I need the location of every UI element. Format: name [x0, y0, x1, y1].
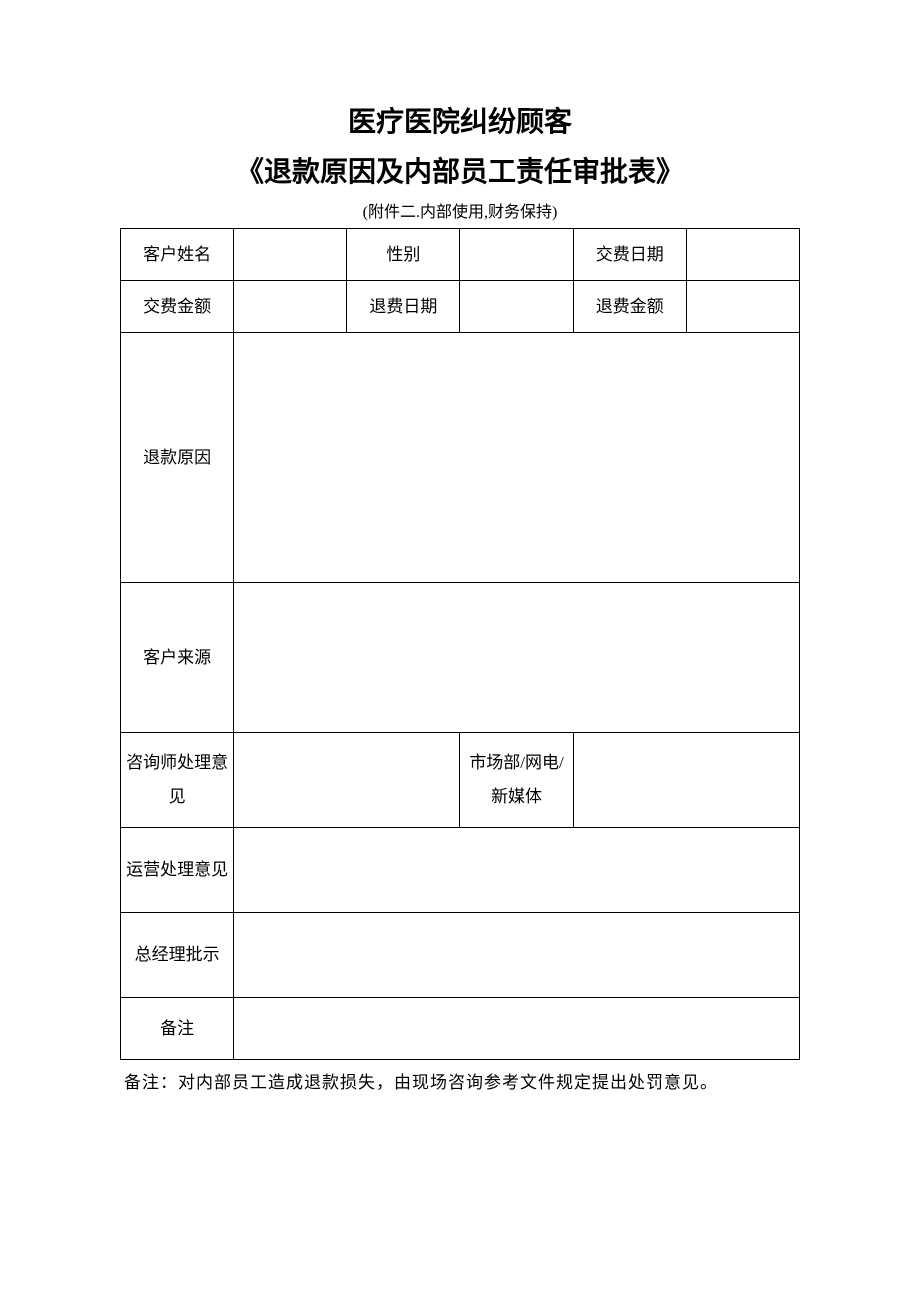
customer-source-value — [234, 583, 800, 733]
gm-approval-label: 总经理批示 — [121, 913, 234, 998]
table-row: 咨询师处理意见 市场部/网电/新媒体 — [121, 733, 800, 828]
customer-source-label: 客户来源 — [121, 583, 234, 733]
table-row: 退款原因 — [121, 333, 800, 583]
customer-name-label: 客户姓名 — [121, 229, 234, 281]
table-row: 总经理批示 — [121, 913, 800, 998]
table-row: 客户来源 — [121, 583, 800, 733]
operations-opinion-value — [234, 828, 800, 913]
refund-reason-value — [234, 333, 800, 583]
gm-approval-value — [234, 913, 800, 998]
refund-date-value — [460, 281, 573, 333]
consultant-opinion-value — [234, 733, 460, 828]
refund-reason-label: 退款原因 — [121, 333, 234, 583]
gender-value — [460, 229, 573, 281]
customer-name-value — [234, 229, 347, 281]
payment-amount-value — [234, 281, 347, 333]
payment-date-value — [686, 229, 799, 281]
title-line1: 医疗医院纠纷顾客 — [120, 100, 800, 140]
table-row: 交费金额 退费日期 退费金额 — [121, 281, 800, 333]
remark-label: 备注 — [121, 998, 234, 1060]
payment-date-label: 交费日期 — [573, 229, 686, 281]
table-row: 客户姓名 性别 交费日期 — [121, 229, 800, 281]
title-line2: 《退款原因及内部员工责任审批表》 — [120, 150, 800, 190]
market-dept-label: 市场部/网电/新媒体 — [460, 733, 573, 828]
gender-label: 性别 — [347, 229, 460, 281]
consultant-opinion-label: 咨询师处理意见 — [121, 733, 234, 828]
remark-value — [234, 998, 800, 1060]
operations-opinion-label: 运营处理意见 — [121, 828, 234, 913]
table-row: 运营处理意见 — [121, 828, 800, 913]
refund-date-label: 退费日期 — [347, 281, 460, 333]
refund-amount-label: 退费金额 — [573, 281, 686, 333]
footnote: 备注：对内部员工造成退款损失，由现场咨询参考文件规定提出处罚意见。 — [120, 1068, 800, 1093]
market-dept-value — [573, 733, 799, 828]
subtitle: (附件二.内部使用,财务保持) — [120, 198, 800, 222]
refund-amount-value — [686, 281, 799, 333]
approval-form-table: 客户姓名 性别 交费日期 交费金额 退费日期 退费金额 退款原因 客户来源 咨询… — [120, 228, 800, 1060]
table-row: 备注 — [121, 998, 800, 1060]
payment-amount-label: 交费金额 — [121, 281, 234, 333]
